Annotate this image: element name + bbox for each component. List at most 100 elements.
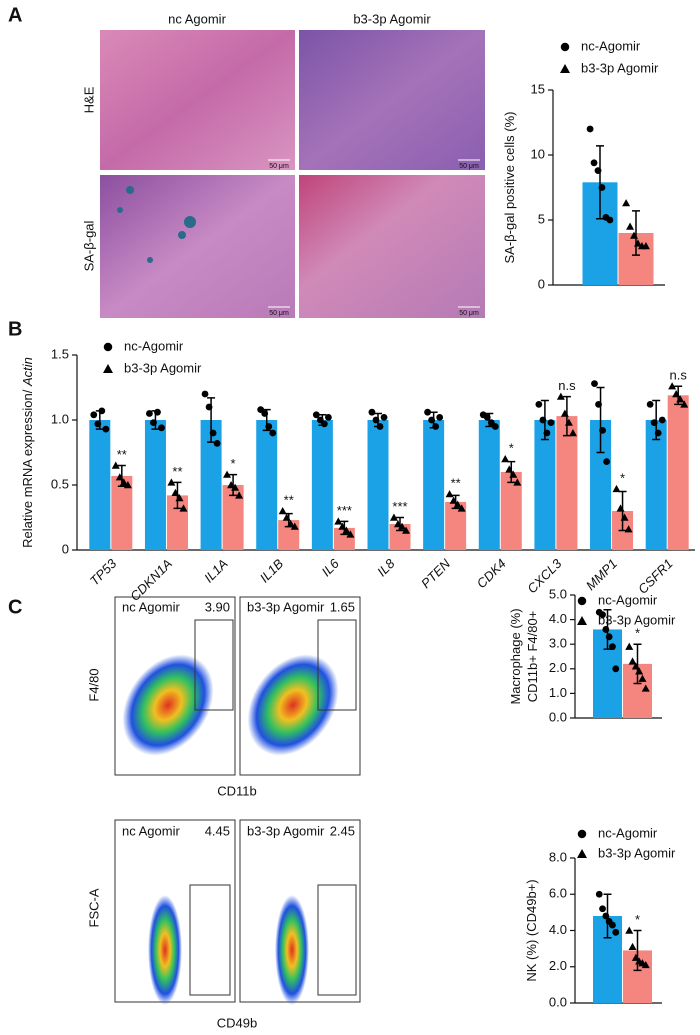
point [628,942,637,951]
error-bar [596,386,605,454]
y-axis-label-text: SA-β-gal positive cells (%) [502,112,517,264]
legend-label: b3-3p Agomir [598,845,676,860]
point [535,401,543,408]
point [568,429,577,437]
point [631,662,640,670]
chart: 0 5 10 15 SA-β-gal positive cells (%) nc-Agom… [502,38,665,291]
y-tick-label: 2.0 [549,958,567,973]
point [602,626,610,633]
point [620,513,629,521]
point [616,504,625,512]
point [325,414,332,421]
point [150,419,157,426]
chart: 0.0 1.0 2.0 3.0 4.0 5.0 Macrophage (%) CD11b+ F… [508,586,676,724]
image [100,30,295,170]
gate [189,884,231,996]
point [209,429,217,437]
point [213,440,221,447]
column-label: nc Agomir [168,11,226,26]
point [586,125,594,133]
point [428,416,436,424]
point [205,403,213,411]
point [179,504,188,512]
legend-marker [560,64,570,73]
significance: ** [117,447,127,462]
point [594,167,602,175]
point [625,642,634,650]
bar [222,485,244,550]
point [282,513,291,521]
density [275,895,309,1005]
point [599,611,606,619]
point [590,159,598,167]
x-tick-label: IL8 [374,555,398,579]
gate [317,619,357,711]
point [346,530,355,538]
y-tick-label: 3.0 [549,636,567,651]
point [376,423,384,430]
point [111,461,120,469]
point [654,429,662,437]
point [94,420,102,428]
point [564,418,573,426]
point [606,216,614,224]
point [598,184,606,191]
point [650,419,658,426]
y-tick-label: 6.0 [549,886,567,901]
y-axis-label-text: NK (%) (CD49b+) [524,879,539,981]
flow-value: 2.45 [330,823,355,838]
point [154,408,161,416]
point [513,478,522,486]
bar [478,420,500,550]
flow-x-label: CD49b [217,1015,257,1030]
point [625,926,634,934]
point [171,488,180,496]
point [312,411,320,419]
flow-cytometry: F4/80 CD11b FSC-A CD49b nc Agomir 3.90 b… [86,596,361,1030]
point [119,478,128,486]
point [595,401,602,408]
bar [445,501,467,550]
point [668,382,677,390]
stain-spots [117,186,196,263]
y-tick-label: 1.0 [549,685,567,700]
x-tick-label: PTEN [418,556,454,592]
point [380,414,388,421]
bar [645,420,667,550]
point [261,410,269,417]
point [175,494,184,502]
x-tick-label: IL1B [257,556,287,586]
y-tick-label: 2.0 [549,660,567,675]
y-tick-label: 15 [531,81,545,96]
point [638,674,647,682]
y-tick-label: 0.0 [549,709,567,724]
bar [667,395,689,550]
legend-marker [577,849,587,858]
point [501,455,510,463]
scale-bar-label: 50 μm [269,163,289,170]
point [628,657,637,665]
row-label: H&E [81,86,96,113]
flow-sample: nc Agomir [122,599,180,614]
panel-label: C [8,596,22,618]
point [505,465,514,473]
point [115,473,124,481]
significance: * [231,456,236,471]
image [299,30,485,170]
bar [534,420,556,550]
legend-label: b3-3p Agomir [598,612,676,627]
y-axis-label-text: Macrophage (%) [508,608,523,704]
legend-label: nc-Agomir [124,338,184,353]
significance: *** [392,499,407,514]
legend-marker [577,829,587,839]
point [622,199,631,207]
y-axis-label: NK (%) (CD49b+) [524,879,539,981]
y-tick-label: 0.5 [51,476,69,491]
column-label: b3-3p Agomir [353,11,431,26]
point [158,424,165,432]
chart: 0.0 2.0 4.0 6.0 8.0 NK (%) (CD49b+) nc-Agomir *… [524,825,676,1009]
point [641,960,650,969]
legend-label: nc-Agomir [598,592,658,607]
error-bar [632,210,640,256]
